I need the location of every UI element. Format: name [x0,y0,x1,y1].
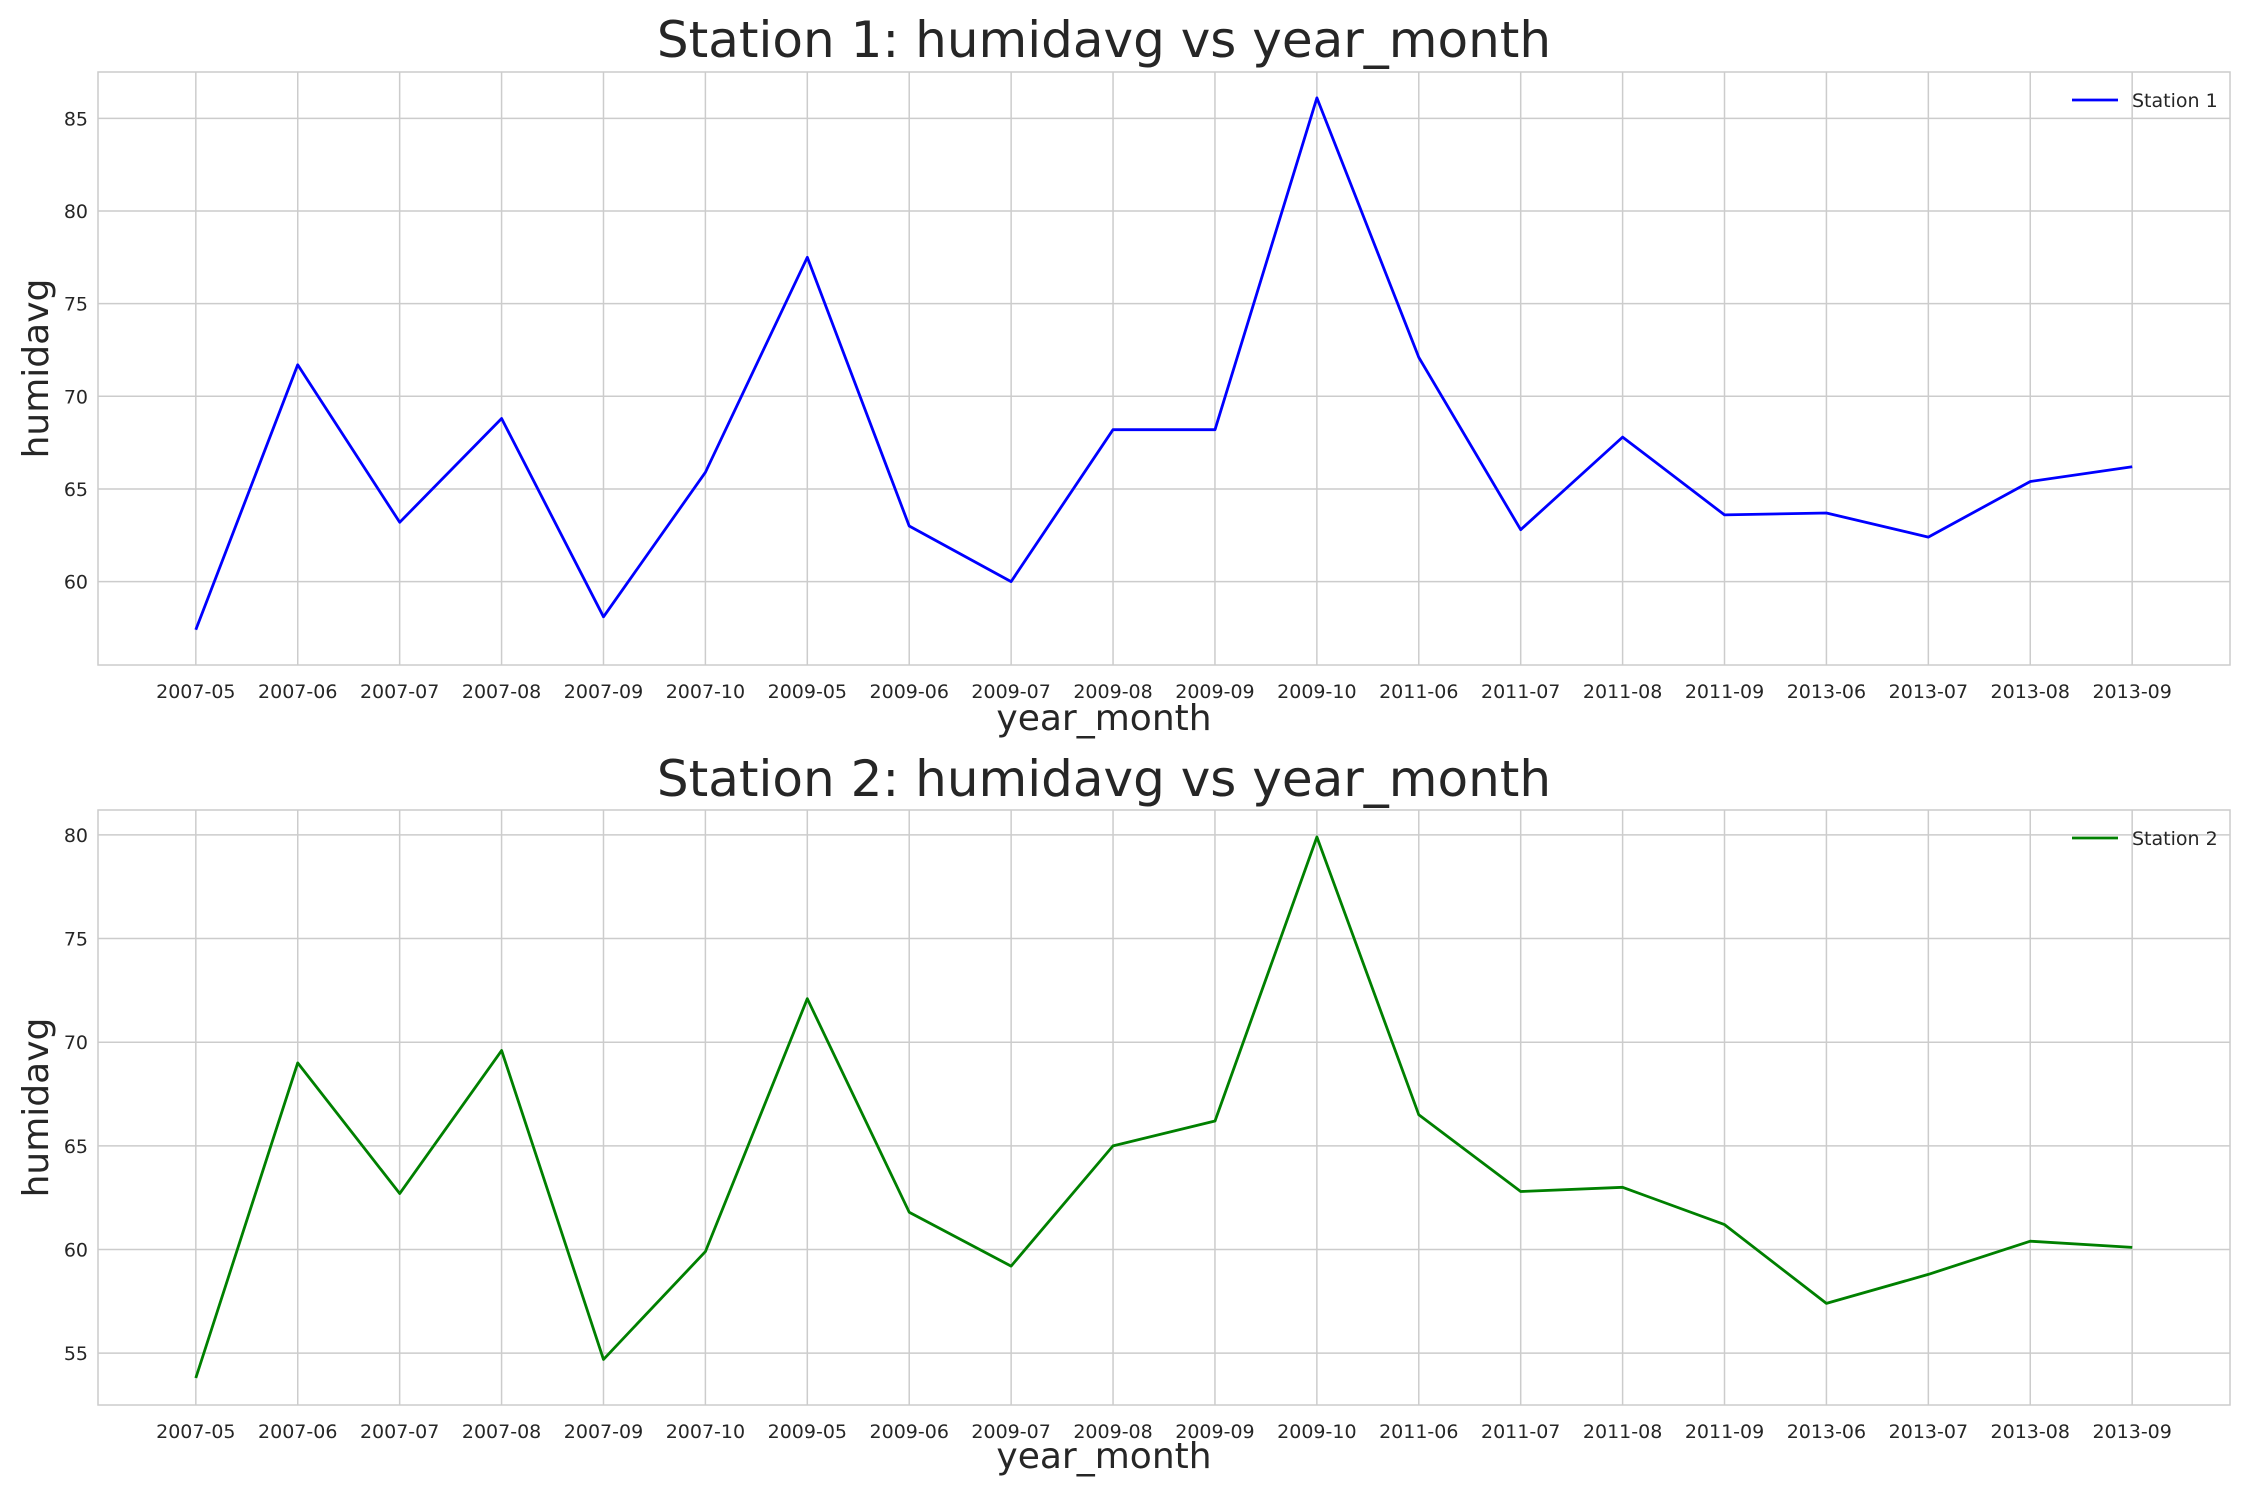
x-tick-label: 2013-07 [1889,1421,1968,1443]
x-tick-label: 2007-07 [360,1421,439,1443]
x-tick-label: 2011-07 [1481,681,1560,703]
plot-frame [97,71,2231,666]
x-tick-label: 2007-09 [564,1421,643,1443]
legend-label: Station 1 [2132,90,2218,112]
y-tick-label: 85 [64,108,88,130]
x-tick-label: 2007-07 [360,681,439,703]
chart-panel-1: 2007-05 2007-06 2007-07 2007-08 2007-09 2007-… [16,11,2231,739]
x-tick-label: 2007-10 [666,1421,745,1443]
x-tick-label: 2009-07 [971,681,1050,703]
y-tick-label: 75 [64,929,88,951]
y-tick-label: 75 [64,294,88,316]
legend-label: Station 2 [2132,828,2218,850]
x-tick-label: 2011-07 [1481,1421,1560,1443]
x-tick-label: 2009-05 [768,1421,847,1443]
y-axis-label: humidavg [16,279,57,459]
x-tick-label: 2009-10 [1277,681,1356,703]
x-tick-label: 2009-08 [1073,1421,1152,1443]
x-tick-label: 2011-06 [1379,681,1458,703]
x-tick-label: 2009-06 [870,681,949,703]
y-tick-label: 65 [64,479,88,501]
x-axis-label: year_month [996,1436,1211,1477]
x-tick-label: 2007-05 [156,681,235,703]
chart-title: Station 2: humidavg vs year_month [657,750,1551,808]
y-tick-label: 80 [64,825,88,847]
y-tick-label: 60 [64,572,88,594]
series-line-station-1 [194,96,2133,631]
x-tick-label: 2011-08 [1583,1421,1662,1443]
x-tick-label: 2009-09 [1175,681,1254,703]
x-tick-label: 2013-09 [2092,681,2171,703]
x-tick-label: 2013-06 [1787,1421,1866,1443]
y-tick-label: 55 [64,1343,88,1365]
x-tick-label: 2007-10 [666,681,745,703]
x-tick-label: 2007-08 [462,1421,541,1443]
x-tick-label: 2011-08 [1583,681,1662,703]
x-tick-label: 2009-08 [1073,681,1152,703]
y-tick-label: 70 [64,1032,88,1054]
x-tick-label: 2013-07 [1889,681,1968,703]
y-tick-label: 70 [64,386,88,408]
chart-panel-2: 2007-05 2007-06 2007-07 2007-08 2007-09 2007-… [16,750,2231,1477]
x-tick-label: 2007-08 [462,681,541,703]
x-tick-label: 2011-06 [1379,1421,1458,1443]
x-tick-label: 2013-09 [2092,1421,2171,1443]
y-axis-label: humidavg [16,1018,57,1198]
x-tick-label: 2011-09 [1685,681,1764,703]
x-tick-label: 2011-09 [1685,1421,1764,1443]
x-tick-label: 2009-05 [768,681,847,703]
y-tick-label: 65 [64,1136,88,1158]
x-tick-label: 2007-06 [258,1421,337,1443]
x-tick-label: 2007-05 [156,1421,235,1443]
x-tick-label: 2009-09 [1175,1421,1254,1443]
x-axis-label: year_month [996,698,1211,739]
plot-frame [97,809,2231,1406]
series-line-station-2 [194,835,2133,1379]
x-tick-label: 2007-09 [564,681,643,703]
x-tick-label: 2013-08 [1991,1421,2070,1443]
y-tick-label: 60 [64,1240,88,1262]
x-tick-label: 2007-06 [258,681,337,703]
x-tick-label: 2009-07 [971,1421,1050,1443]
chart-title: Station 1: humidavg vs year_month [657,11,1551,69]
x-tick-label: 2013-06 [1787,681,1866,703]
x-tick-label: 2009-10 [1277,1421,1356,1443]
x-tick-label: 2009-06 [870,1421,949,1443]
y-tick-label: 80 [64,201,88,223]
x-tick-label: 2013-08 [1991,681,2070,703]
